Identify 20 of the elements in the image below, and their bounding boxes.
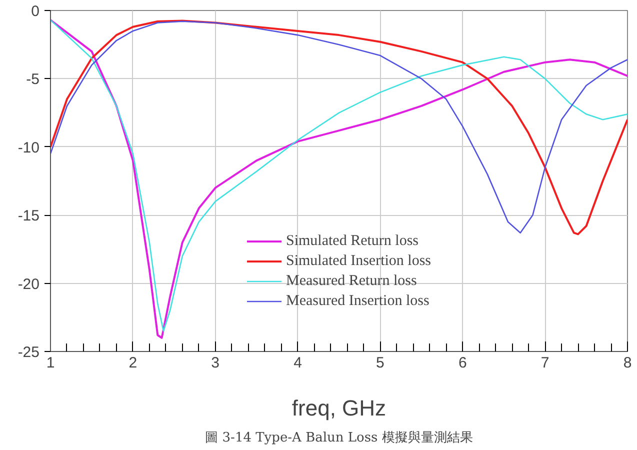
y-tick-label: -5 bbox=[26, 71, 40, 88]
x-tick-label: 4 bbox=[294, 354, 302, 372]
legend-label: Measured Insertion loss bbox=[286, 292, 430, 310]
x-tick-label: 5 bbox=[376, 354, 384, 372]
y-tick-label: -15 bbox=[18, 208, 40, 225]
y-tick-label: -20 bbox=[18, 276, 40, 293]
caption: 圖 3-14 Type-A Balun Loss 模擬與量測結果 bbox=[205, 430, 473, 446]
y-tick-label: 0 bbox=[31, 3, 40, 20]
y-tick-label: -25 bbox=[18, 344, 40, 361]
x-tick-label: 3 bbox=[211, 354, 220, 372]
x-tick-label: 1 bbox=[46, 354, 55, 372]
x-tick-label: 8 bbox=[623, 354, 632, 372]
y-tick-label: -10 bbox=[18, 139, 40, 156]
legend-label: Measured Return loss bbox=[286, 272, 417, 290]
legend-label: Simulated Insertion loss bbox=[286, 252, 431, 270]
x-tick-label: 6 bbox=[458, 354, 467, 372]
legend-label: Simulated Return loss bbox=[286, 232, 418, 250]
x-tick-label: 2 bbox=[128, 354, 138, 372]
x-tick-label: 7 bbox=[540, 354, 550, 372]
x-axis-title: freq, GHz bbox=[292, 396, 386, 420]
